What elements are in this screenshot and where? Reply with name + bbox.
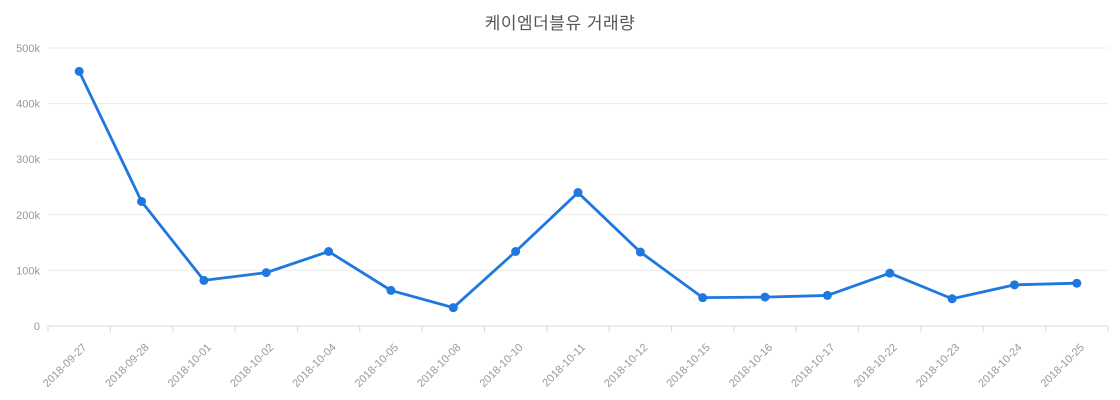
data-point bbox=[573, 188, 583, 198]
x-axis-tick-label: 2018-10-08 bbox=[415, 342, 463, 390]
data-point bbox=[635, 247, 645, 257]
x-axis-tick-label: 2018-10-15 bbox=[665, 342, 713, 390]
x-axis-tick-label: 2018-10-10 bbox=[477, 342, 525, 390]
x-axis-tick-label: 2018-10-05 bbox=[353, 342, 401, 390]
data-point bbox=[74, 66, 84, 76]
x-axis-tick-label: 2018-10-22 bbox=[852, 342, 900, 390]
y-axis-tick-label: 300k bbox=[16, 154, 40, 166]
y-axis-tick-label: 400k bbox=[16, 99, 40, 111]
x-axis-tick-label: 2018-10-16 bbox=[727, 342, 775, 390]
x-axis-tick-label: 2018-10-02 bbox=[228, 342, 276, 390]
data-point bbox=[760, 292, 770, 302]
x-axis-tick-label: 2018-10-01 bbox=[166, 342, 214, 390]
y-axis-tick-label: 100k bbox=[16, 265, 40, 277]
data-point bbox=[261, 268, 271, 278]
data-point bbox=[947, 294, 957, 304]
data-point bbox=[1072, 278, 1082, 288]
data-point bbox=[822, 290, 832, 300]
x-axis-tick-label: 2018-09-27 bbox=[41, 342, 89, 390]
data-point bbox=[199, 275, 209, 285]
x-axis-tick-label: 2018-10-25 bbox=[1039, 342, 1087, 390]
data-point bbox=[511, 246, 521, 256]
y-axis-tick-label: 200k bbox=[16, 210, 40, 222]
x-axis-tick-label: 2018-10-17 bbox=[789, 342, 837, 390]
data-point bbox=[1009, 280, 1019, 290]
data-point bbox=[137, 196, 147, 206]
x-axis-tick-label: 2018-10-24 bbox=[976, 342, 1024, 390]
y-axis-tick-label: 500k bbox=[16, 43, 40, 55]
data-point bbox=[386, 285, 396, 295]
x-axis-tick-label: 2018-10-11 bbox=[540, 342, 588, 390]
x-axis-tick-label: 2018-10-23 bbox=[914, 342, 962, 390]
data-point bbox=[448, 303, 458, 313]
x-axis-tick-label: 2018-09-28 bbox=[103, 342, 151, 390]
data-point bbox=[885, 268, 895, 278]
x-axis-tick-label: 2018-10-04 bbox=[290, 342, 338, 390]
chart-title: 케이엠더블유 거래량 bbox=[484, 14, 636, 33]
data-point bbox=[324, 246, 334, 256]
x-axis-tick-label: 2018-10-12 bbox=[602, 342, 650, 390]
data-point bbox=[698, 293, 708, 303]
y-axis-tick-label: 0 bbox=[34, 321, 40, 333]
